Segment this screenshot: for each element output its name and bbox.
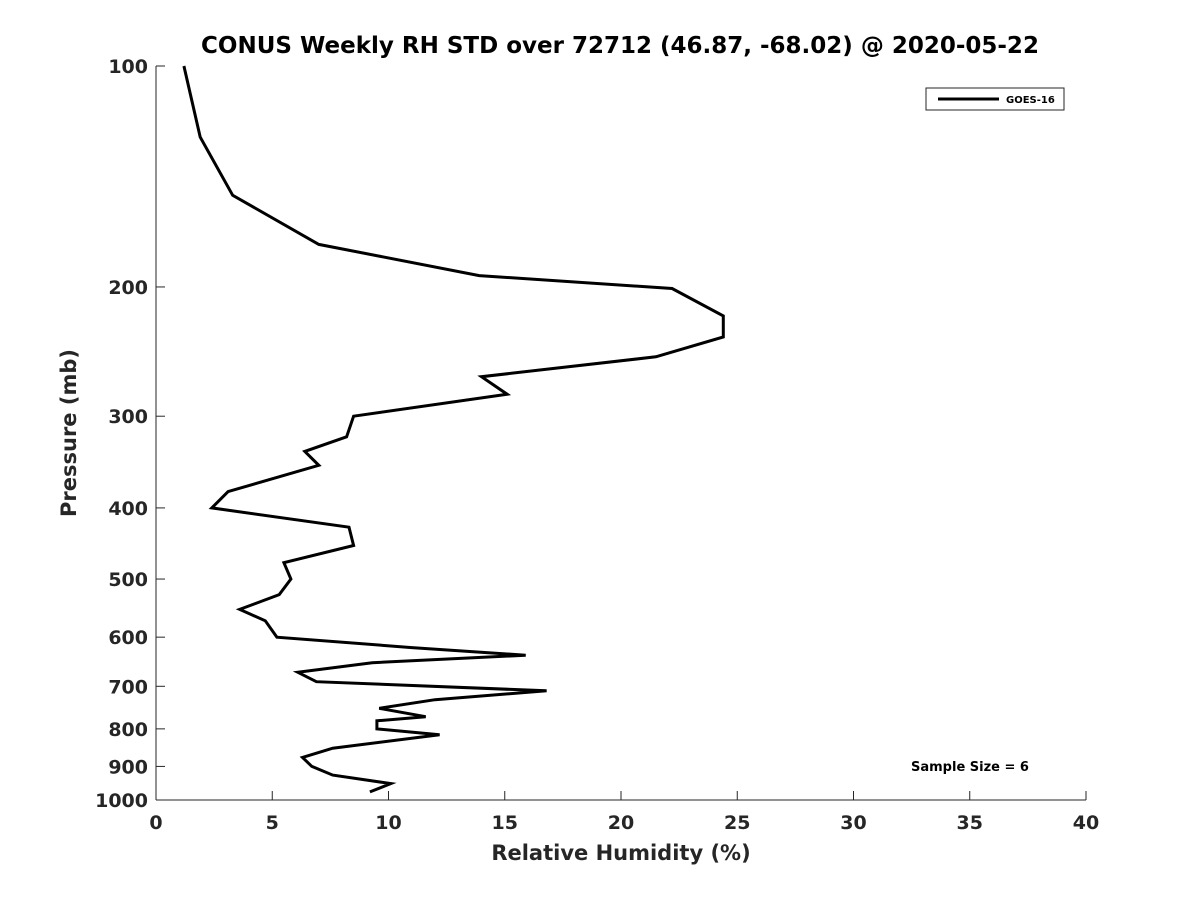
y-tick-label: 500 [108,569,148,591]
y-tick-label: 600 [108,627,148,649]
x-tick-label: 40 [1073,812,1099,834]
y-tick-label: 1000 [95,790,148,812]
y-tick-label: 100 [108,56,148,78]
y-tick-label: 800 [108,719,148,741]
x-tick-label: 30 [840,812,866,834]
x-axis-label: Relative Humidity (%) [491,841,750,865]
chart-title: CONUS Weekly RH STD over 72712 (46.87, -… [201,33,1039,59]
y-axis-label: Pressure (mb) [57,349,81,517]
y-tick-label: 400 [108,498,148,520]
x-ticks: 0 5 10 15 20 25 30 35 40 [149,791,1099,834]
x-tick-label: 15 [492,812,518,834]
x-tick-label: 10 [375,812,401,834]
legend: GOES-16 [925,87,1065,111]
y-tick-label: 200 [108,277,148,299]
y-tick-label: 300 [108,406,148,428]
series-line-goes16 [182,65,725,794]
x-tick-label: 35 [957,812,983,834]
x-tick-label: 25 [724,812,750,834]
y-tick-label: 900 [108,756,148,778]
x-tick-label: 5 [266,812,279,834]
legend-label-goes16: GOES-16 [1006,95,1055,106]
x-tick-label: 20 [608,812,634,834]
y-tick-label: 700 [108,676,148,698]
axes [155,66,1086,801]
x-tick-label: 0 [149,812,162,834]
y-ticks: 100 200 300 400 500 600 700 800 900 1000 [95,56,165,812]
sample-size-annotation: Sample Size = 6 [911,760,1029,775]
